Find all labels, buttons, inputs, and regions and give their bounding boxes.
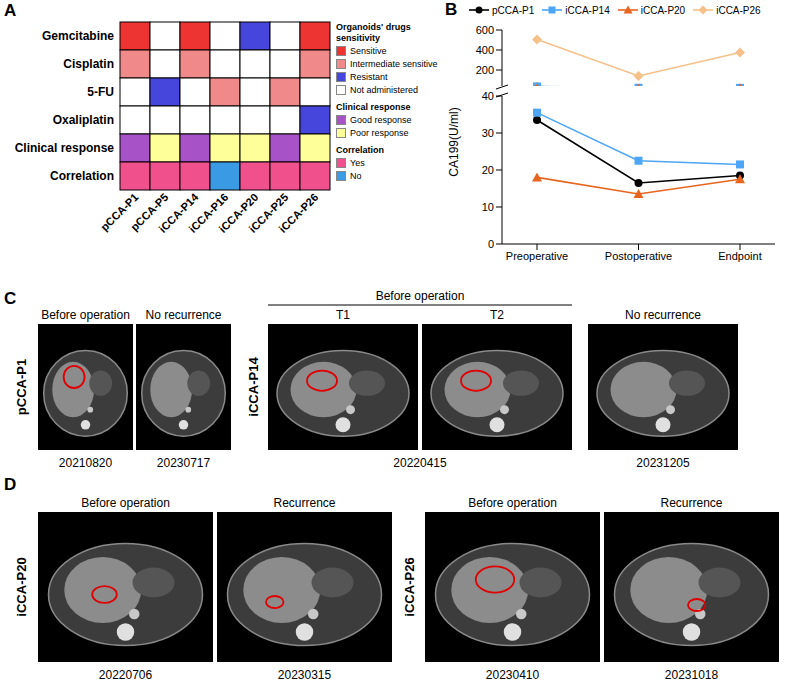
html-text:iCCA-P26: iCCA-P26 bbox=[716, 4, 761, 16]
svg-text:iCCA-P14: iCCA-P14 bbox=[246, 357, 261, 417]
svg-text:Before operation: Before operation bbox=[468, 496, 557, 510]
svg-text:Gemcitabine: Gemcitabine bbox=[42, 29, 114, 43]
html-text:Yes: Yes bbox=[350, 158, 365, 168]
html-text:Organoids' drugs sensitivity: Organoids' drugs sensitivity bbox=[336, 22, 411, 43]
svg-text:iCCA-P16: iCCA-P16 bbox=[186, 190, 231, 235]
svg-text:200: 200 bbox=[476, 64, 494, 76]
svg-text:400: 400 bbox=[476, 44, 494, 56]
html-text:Clinical response: Clinical response bbox=[336, 102, 411, 112]
svg-text:iCCA-P26: iCCA-P26 bbox=[276, 191, 320, 235]
svg-text:Before operation: Before operation bbox=[376, 289, 465, 303]
svg-text:Preoperative: Preoperative bbox=[506, 250, 568, 262]
html-text:Poor response: Poor response bbox=[350, 128, 409, 138]
svg-text:iCCA-P20: iCCA-P20 bbox=[216, 190, 261, 235]
svg-text:iCCA-P26: iCCA-P26 bbox=[402, 557, 417, 616]
svg-text:20231205: 20231205 bbox=[636, 456, 690, 470]
svg-text:A: A bbox=[4, 1, 16, 20]
svg-text:CA199(U/ml): CA199(U/ml) bbox=[447, 107, 461, 176]
svg-text:pCCA-P1: pCCA-P1 bbox=[14, 359, 29, 415]
svg-text:20220706: 20220706 bbox=[99, 668, 153, 682]
html-text:Not administered: Not administered bbox=[350, 85, 418, 95]
svg-text:C: C bbox=[4, 289, 16, 308]
svg-text:20230410: 20230410 bbox=[486, 668, 540, 682]
svg-text:20230717: 20230717 bbox=[157, 456, 211, 470]
svg-text:pCCA-P5: pCCA-P5 bbox=[128, 190, 171, 234]
svg-text:30: 30 bbox=[482, 127, 494, 139]
svg-text:0: 0 bbox=[488, 238, 494, 250]
svg-text:20230315: 20230315 bbox=[278, 668, 332, 682]
svg-text:T1: T1 bbox=[336, 308, 350, 322]
svg-text:pCCA-P1: pCCA-P1 bbox=[98, 190, 141, 234]
svg-text:No recurrence: No recurrence bbox=[145, 308, 221, 322]
svg-text:5-FU: 5-FU bbox=[87, 85, 114, 99]
svg-text:Endpoint: Endpoint bbox=[718, 250, 761, 262]
svg-text:10: 10 bbox=[482, 201, 494, 213]
html-text:Resistant: Resistant bbox=[350, 72, 388, 82]
svg-text:20220415: 20220415 bbox=[393, 456, 447, 470]
html-text:Good response: Good response bbox=[350, 115, 412, 125]
svg-text:iCCA-P20: iCCA-P20 bbox=[14, 557, 29, 616]
html-text:pCCA-P1: pCCA-P1 bbox=[492, 4, 535, 16]
svg-text:Cisplatin: Cisplatin bbox=[63, 57, 114, 71]
html-text:Sensitive: Sensitive bbox=[350, 46, 387, 56]
svg-text:Before operation: Before operation bbox=[81, 496, 170, 510]
svg-text:Postoperative: Postoperative bbox=[605, 250, 672, 262]
svg-text:20231018: 20231018 bbox=[665, 668, 719, 682]
html-text:Intermediate sensitive: Intermediate sensitive bbox=[350, 59, 438, 69]
svg-text:D: D bbox=[4, 475, 16, 494]
svg-text:iCCA-P25: iCCA-P25 bbox=[246, 190, 291, 235]
svg-text:T2: T2 bbox=[490, 308, 504, 322]
html-text:Correlation: Correlation bbox=[336, 145, 384, 155]
html-text:iCCA-P14: iCCA-P14 bbox=[565, 4, 610, 16]
svg-text:Recurrence: Recurrence bbox=[660, 496, 722, 510]
svg-text:600: 600 bbox=[476, 24, 494, 36]
svg-text:Clinical response: Clinical response bbox=[15, 141, 115, 155]
svg-text:Oxaliplatin: Oxaliplatin bbox=[53, 113, 114, 127]
svg-text:40: 40 bbox=[482, 90, 494, 102]
html-text:iCCA-P20: iCCA-P20 bbox=[640, 4, 686, 16]
svg-text:Correlation: Correlation bbox=[50, 169, 114, 183]
svg-text:20: 20 bbox=[482, 164, 494, 176]
html-text:B: B bbox=[445, 0, 458, 19]
svg-text:iCCA-P14: iCCA-P14 bbox=[156, 190, 201, 235]
svg-text:20210820: 20210820 bbox=[59, 456, 113, 470]
html-text:No: No bbox=[350, 171, 362, 181]
svg-text:Recurrence: Recurrence bbox=[273, 496, 335, 510]
svg-text:Before operation: Before operation bbox=[41, 308, 130, 322]
svg-text:No recurrence: No recurrence bbox=[625, 308, 701, 322]
